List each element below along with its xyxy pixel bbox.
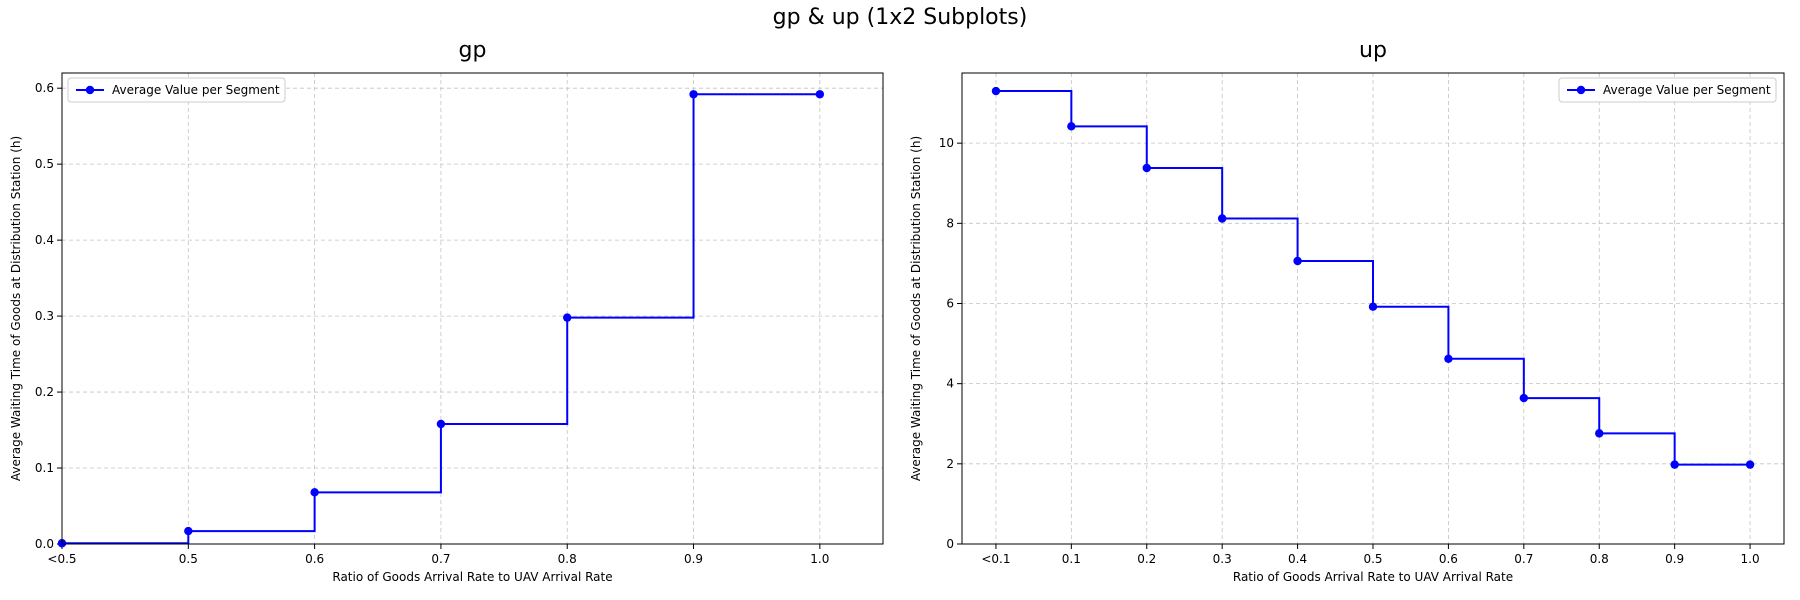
- x-tick-label: 0.8: [1590, 552, 1609, 566]
- y-axis-label: Average Waiting Time of Goods at Distrib…: [9, 136, 23, 481]
- y-axis-label: Average Waiting Time of Goods at Distrib…: [909, 136, 923, 481]
- figure-suptitle: gp & up (1x2 Subplots): [773, 5, 1028, 30]
- x-tick-label: 0.7: [431, 552, 450, 566]
- x-tick-label: 0.8: [558, 552, 577, 566]
- y-tick-label: 8: [946, 216, 954, 230]
- data-point: [1368, 302, 1378, 311]
- x-tick-label: 0.5: [1363, 552, 1382, 566]
- legend-box: [1558, 77, 1777, 103]
- y-tick-label: 0.0: [35, 537, 54, 551]
- subplot-title: up: [1359, 38, 1387, 63]
- data-point: [991, 86, 1001, 96]
- data-point: [1142, 163, 1151, 173]
- data-point: [184, 526, 193, 536]
- y-tick-label: 6: [946, 296, 954, 310]
- data-point: [1595, 429, 1604, 438]
- legend-marker-swatch: [1576, 85, 1586, 95]
- subplot-up: up <0.1 0.1 0.2 0.3 0.4 0.5 0.6 0.7 0.8 0.9 1.0 0 2 4 6…: [909, 38, 1785, 584]
- data-point: [1217, 214, 1227, 223]
- subplot-gp: gp <0.5 0.5 0.6 0.7 0.8 0.9 1.0 0.0 0.1 0.2 0.3 0.4 0…: [9, 38, 884, 584]
- data-point: [1444, 354, 1453, 364]
- data-point: [1519, 393, 1529, 403]
- y-tick-label: 4: [946, 377, 954, 391]
- y-tick-label: 10: [939, 136, 954, 150]
- y-tick-label: 0.1: [35, 461, 54, 475]
- x-tick-label: 0.6: [305, 552, 324, 566]
- legend: Average Value per Segment: [67, 77, 286, 103]
- subplot-title: gp: [459, 38, 487, 63]
- x-tick-label: 0.3: [1213, 552, 1232, 566]
- x-tick-label: 0.9: [684, 552, 703, 566]
- x-tick-label: 0.4: [1288, 552, 1307, 566]
- axes-frame: [61, 72, 884, 545]
- data-point: [1670, 460, 1679, 469]
- x-tick-label: 0.6: [1439, 552, 1458, 566]
- x-tick-label: 0.1: [1062, 552, 1081, 566]
- data-point: [689, 90, 698, 99]
- legend-label: Average Value per Segment: [112, 83, 280, 97]
- subplots-layer: gp <0.5 0.5 0.6 0.7 0.8 0.9 1.0 0.0 0.1 0.2 0.3 0.4 0…: [9, 38, 1785, 584]
- x-tick-label: <0.5: [47, 552, 76, 566]
- legend-label: Average Value per Segment: [1603, 83, 1771, 97]
- y-tick-label: 0.5: [35, 157, 54, 171]
- data-point: [1067, 122, 1076, 131]
- series-step-line: [995, 90, 1751, 466]
- y-tick-label: 0.2: [35, 385, 54, 399]
- data-point: [815, 90, 825, 99]
- data-point: [1293, 256, 1302, 266]
- x-axis-label: Ratio of Goods Arrival Rate to UAV Arriv…: [1233, 570, 1513, 584]
- data-point: [310, 488, 319, 497]
- x-tick-label: <0.1: [981, 552, 1010, 566]
- legend-marker-swatch: [85, 85, 95, 95]
- axes-frame: [961, 72, 1785, 545]
- legend-box: [67, 77, 286, 103]
- x-tick-label: 1.0: [1741, 552, 1760, 566]
- legend: Average Value per Segment: [1558, 77, 1777, 103]
- y-tick-label: 0.4: [35, 233, 54, 247]
- data-point: [1745, 460, 1755, 469]
- x-tick-label: 0.7: [1514, 552, 1533, 566]
- x-tick-label: 0.5: [179, 552, 198, 566]
- x-tick-label: 1.0: [810, 552, 829, 566]
- data-point: [563, 313, 572, 322]
- x-tick-label: 0.9: [1665, 552, 1684, 566]
- y-tick-label: 0.6: [35, 81, 54, 95]
- x-axis-label: Ratio of Goods Arrival Rate to UAV Arriv…: [332, 570, 612, 584]
- x-tick-label: 0.2: [1137, 552, 1156, 566]
- y-tick-label: 0: [946, 537, 954, 551]
- y-tick-label: 2: [946, 457, 954, 471]
- y-tick-label: 0.3: [35, 309, 54, 323]
- data-point: [436, 419, 446, 429]
